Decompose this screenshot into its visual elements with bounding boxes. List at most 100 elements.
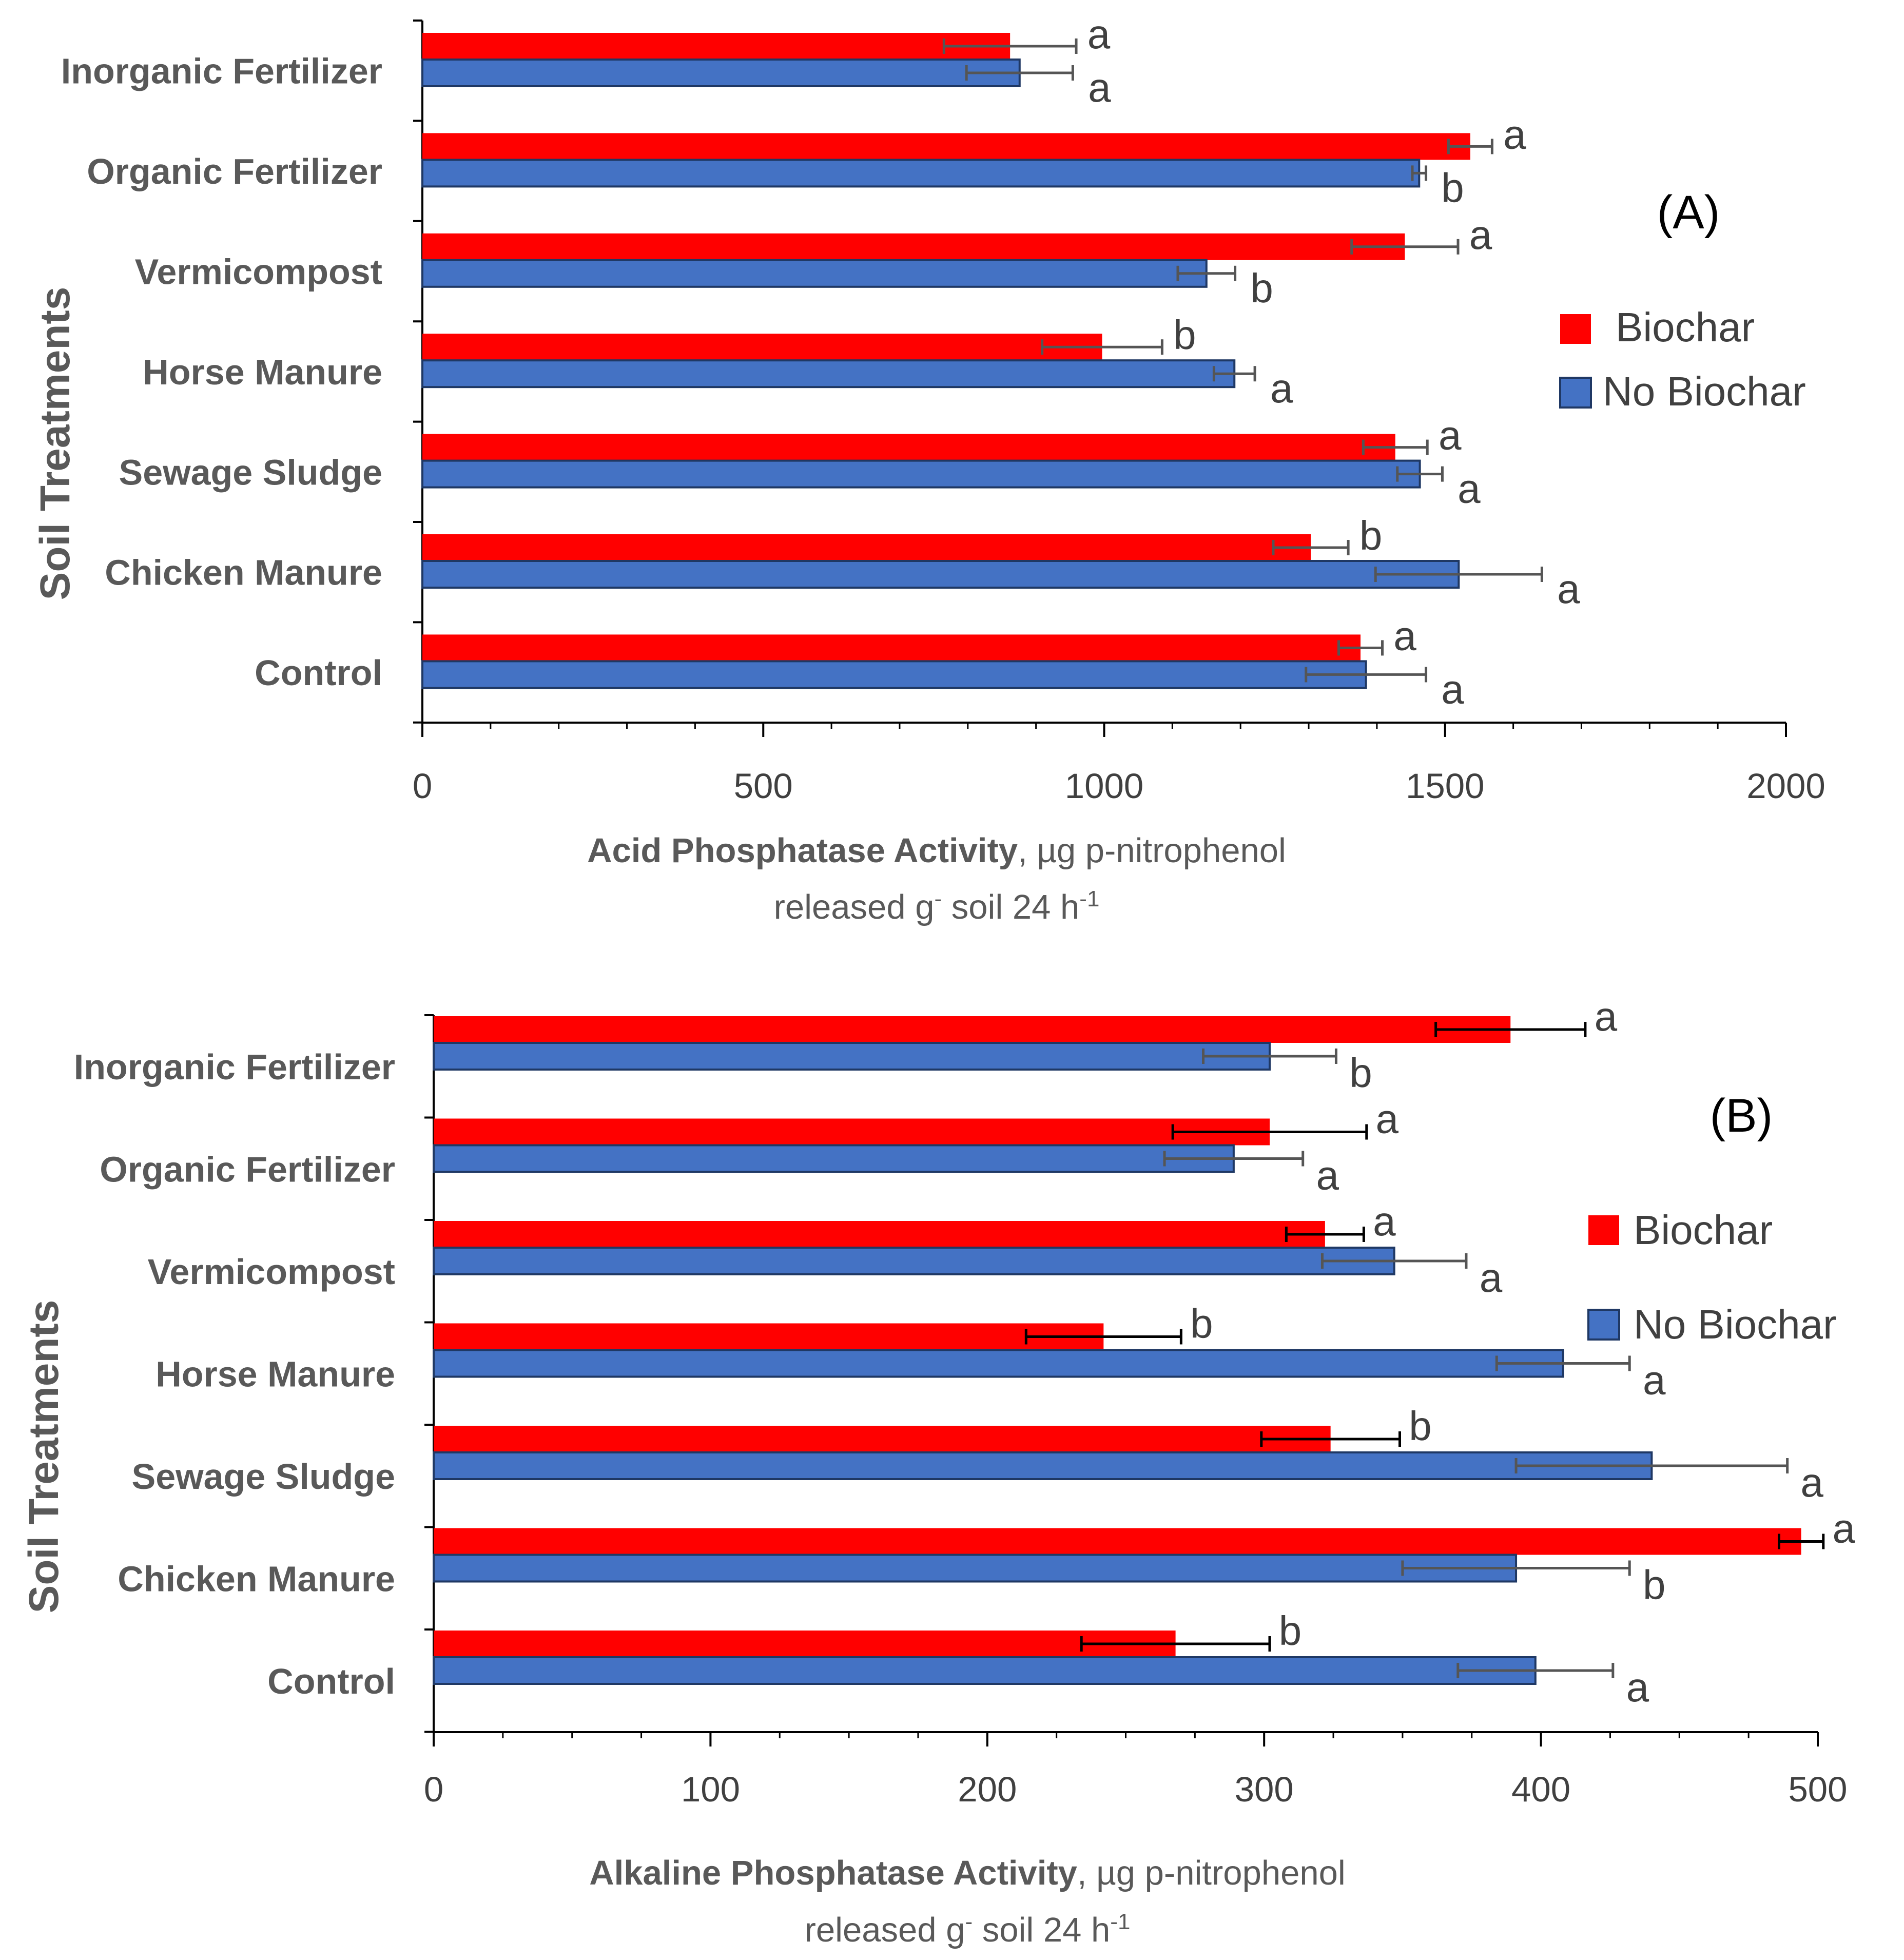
no-biochar-bar-b	[433, 1144, 1235, 1173]
x-title-a-l2b: soil 24 h	[942, 888, 1079, 926]
x-title-b-bold: Alkaline Phosphatase Activity	[589, 1854, 1077, 1892]
significance-letter-a: a	[1439, 413, 1462, 458]
panel-b-legend: Biochar No Biochar	[1587, 1207, 1837, 1347]
category-label-b: Chicken Manure	[118, 1559, 395, 1599]
significance-letter-a: a	[1088, 65, 1111, 110]
significance-letter-a: a	[1087, 11, 1111, 57]
x-tick-label-b: 500	[1788, 1770, 1847, 1809]
biochar-bar-b	[434, 1426, 1331, 1452]
no-biochar-bar-b	[433, 1656, 1537, 1685]
panel-b-x-axis-title-line1: Alkaline Phosphatase Activity, µg p-nitr…	[589, 1854, 1346, 1892]
biochar-bar-b	[434, 1323, 1104, 1350]
biochar-bar-b	[434, 1118, 1270, 1146]
x-tick-label-a: 500	[734, 766, 793, 806]
significance-letter-b: a	[1595, 994, 1618, 1039]
significance-letter-b: a	[1480, 1255, 1503, 1301]
no-biochar-bar-a	[421, 259, 1208, 288]
x-title-b-rest: , µg p-nitrophenol	[1077, 1854, 1346, 1892]
no-biochar-bar-a	[421, 660, 1367, 689]
x-title-b-l2b: soil 24 h	[973, 1911, 1110, 1949]
x-tick-label-b: 400	[1511, 1770, 1570, 1809]
significance-letter-a: b	[1359, 513, 1383, 558]
significance-letter-b: a	[1373, 1198, 1396, 1244]
legend-b-no-biochar-swatch	[1587, 1309, 1620, 1341]
legend-a-biochar-label: Biochar	[1616, 304, 1755, 350]
category-label-b: Inorganic Fertilizer	[74, 1047, 395, 1087]
x-title-b-sup1: -	[965, 1909, 973, 1934]
no-biochar-bar-a	[421, 159, 1421, 188]
category-label-a: Vermicompost	[135, 252, 382, 292]
biochar-bar-a	[422, 634, 1361, 662]
category-label-b: Control	[267, 1661, 395, 1701]
x-tick-label-a: 1500	[1406, 766, 1485, 806]
x-tick-label-a: 1000	[1065, 766, 1144, 806]
no-biochar-bar-a	[421, 459, 1421, 489]
panel-a-x-axis-title-line1: Acid Phosphatase Activity, µg p-nitrophe…	[587, 831, 1286, 870]
significance-letter-a: a	[1503, 111, 1526, 157]
x-title-b-sup2: -1	[1110, 1909, 1130, 1934]
panel-a-y-axis-title: Soil Treatments	[32, 287, 79, 600]
significance-letter-b: a	[1800, 1460, 1823, 1505]
significance-letter-a: b	[1250, 265, 1273, 311]
no-biochar-bar-b	[433, 1554, 1518, 1583]
significance-letter-b: a	[1316, 1153, 1339, 1198]
category-label-a: Organic Fertilizer	[87, 151, 382, 191]
significance-letter-b: a	[1833, 1506, 1856, 1551]
significance-letter-b: b	[1643, 1562, 1666, 1608]
x-title-a-rest: , µg p-nitrophenol	[1018, 831, 1286, 870]
biochar-bar-a	[422, 33, 1011, 60]
x-tick-label-a: 2000	[1746, 766, 1825, 806]
significance-letter-a: b	[1173, 312, 1196, 358]
no-biochar-bar-b	[433, 1042, 1271, 1071]
no-biochar-bar-a	[421, 59, 1021, 87]
biochar-bar-a	[422, 334, 1102, 361]
significance-letter-b: a	[1626, 1664, 1649, 1710]
legend-a-no-biochar-swatch	[1559, 377, 1592, 409]
panel-a-x-axis-title-line2: released g- soil 24 h-1	[774, 886, 1100, 927]
x-title-a-sup2: -1	[1079, 886, 1099, 911]
x-tick-label-a: 0	[413, 766, 432, 806]
category-label-a: Control	[255, 653, 382, 693]
panel-b-label: (B)	[1710, 1090, 1773, 1142]
x-title-a-bold: Acid Phosphatase Activity	[587, 831, 1018, 870]
significance-letter-a: a	[1458, 466, 1481, 512]
biochar-bar-b	[434, 1528, 1801, 1555]
significance-letter-b: a	[1643, 1357, 1666, 1403]
significance-letter-b: b	[1279, 1608, 1302, 1654]
significance-letter-b: b	[1190, 1301, 1213, 1347]
category-label-a: Horse Manure	[143, 352, 382, 392]
significance-letter-b: b	[1349, 1050, 1372, 1096]
legend-b-biochar-label: Biochar	[1634, 1207, 1773, 1253]
no-biochar-bar-a	[421, 359, 1236, 389]
legend-b-biochar-swatch	[1588, 1215, 1619, 1245]
no-biochar-bar-b	[433, 1349, 1564, 1378]
x-title-a-l2: released g	[774, 888, 935, 926]
x-tick-label-b: 100	[681, 1770, 740, 1809]
category-label-b: Horse Manure	[156, 1354, 395, 1394]
x-tick-label-b: 0	[424, 1770, 443, 1809]
significance-letter-b: a	[1376, 1096, 1399, 1142]
biochar-bar-b	[434, 1016, 1511, 1043]
significance-letter-a: a	[1469, 212, 1492, 258]
x-title-b-l2: released g	[805, 1911, 965, 1949]
significance-letter-a: b	[1441, 165, 1464, 210]
panel-a-label: (A)	[1657, 186, 1720, 239]
biochar-bar-a	[422, 434, 1395, 461]
significance-letter-a: a	[1270, 365, 1293, 411]
panel-b-x-axis-title-line2: released g- soil 24 h-1	[805, 1909, 1131, 1950]
category-label-b: Vermicompost	[148, 1252, 395, 1292]
significance-letter-b: b	[1409, 1403, 1432, 1449]
x-tick-label-b: 200	[958, 1770, 1017, 1809]
biochar-bar-b	[434, 1631, 1176, 1657]
x-tick-label-b: 300	[1235, 1770, 1294, 1809]
category-label-b: Sewage Sludge	[132, 1457, 395, 1497]
panel-a-legend: Biochar No Biochar	[1559, 304, 1806, 414]
significance-letter-a: a	[1441, 666, 1464, 712]
no-biochar-bar-a	[421, 560, 1460, 589]
significance-letter-a: a	[1393, 613, 1416, 658]
no-biochar-bar-b	[433, 1451, 1653, 1480]
